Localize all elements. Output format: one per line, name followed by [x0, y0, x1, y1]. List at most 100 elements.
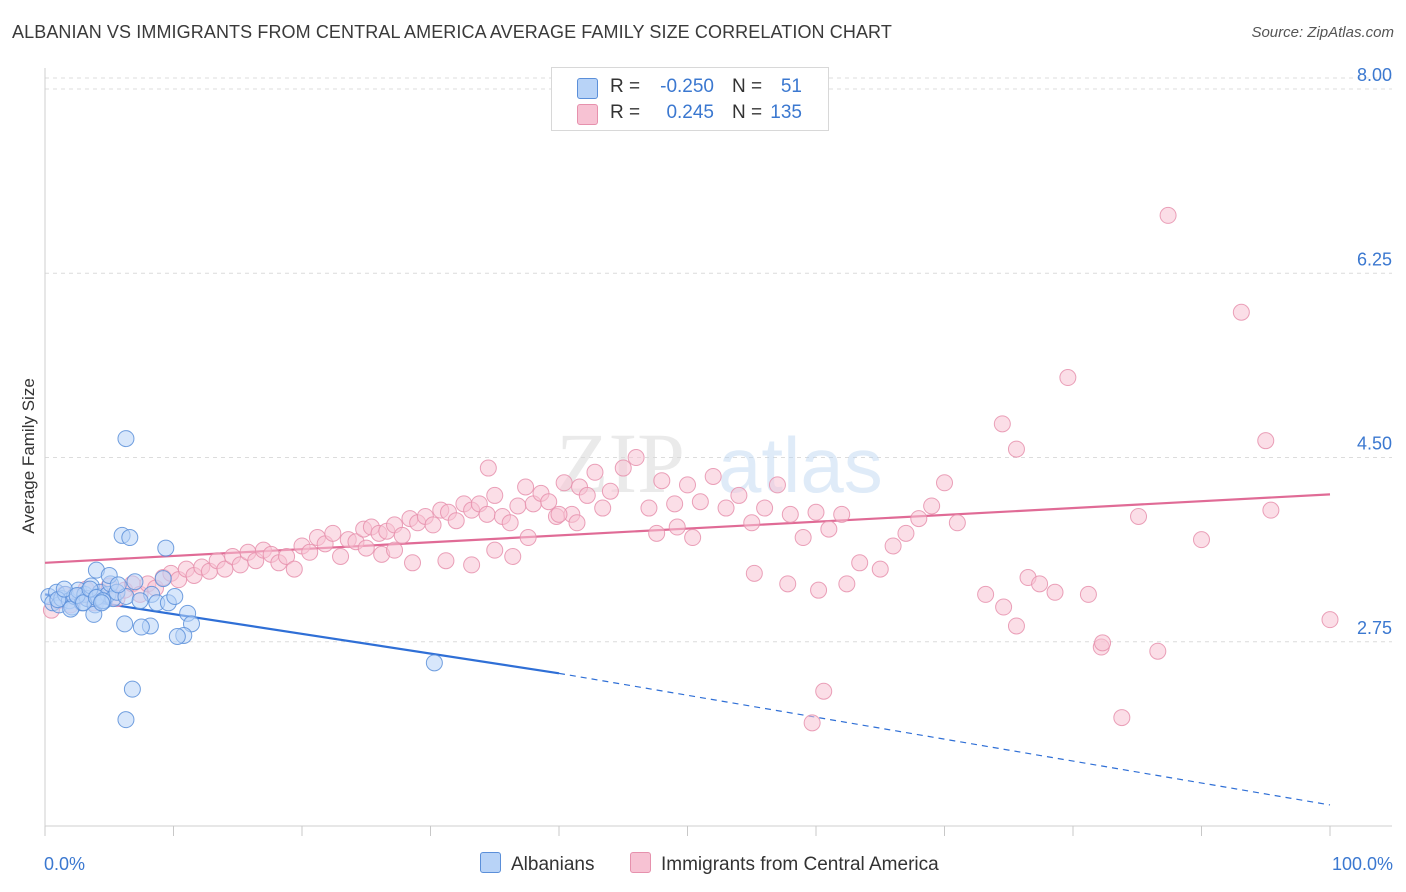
data-point — [1193, 531, 1210, 549]
data-point — [1232, 303, 1250, 321]
axes — [44, 68, 1392, 836]
data-point — [478, 505, 496, 523]
legend-n-value: 135 — [770, 102, 802, 123]
data-point — [666, 495, 684, 513]
data-point — [357, 539, 375, 557]
data-point — [810, 581, 828, 599]
data-point — [393, 526, 411, 544]
data-point — [640, 499, 658, 517]
data-point — [838, 575, 856, 593]
series-Immigrants from Central America — [42, 206, 1339, 732]
data-point — [768, 476, 786, 494]
data-point — [884, 537, 902, 555]
source-label: Source: ZipAtlas.com — [1251, 24, 1394, 41]
data-point — [168, 628, 186, 645]
data-point — [157, 539, 175, 557]
data-point — [447, 512, 465, 530]
data-point — [1046, 583, 1064, 601]
legend-n-label: N = — [732, 102, 763, 123]
data-point — [424, 516, 442, 534]
data-point — [121, 529, 139, 547]
data-point — [923, 497, 941, 515]
data-point — [745, 564, 763, 582]
data-point — [871, 560, 889, 578]
data-point — [743, 514, 761, 532]
legend-r-label: R = — [610, 76, 641, 97]
data-point — [166, 587, 184, 605]
data-point — [154, 570, 172, 588]
data-point — [285, 560, 303, 578]
y-tick-label: 4.50 — [1357, 434, 1392, 454]
data-point — [653, 472, 671, 490]
data-point — [550, 505, 568, 523]
data-point — [1113, 709, 1131, 727]
trend-line-extension-0 — [558, 672, 1331, 806]
data-point — [332, 547, 350, 565]
data-point — [517, 478, 535, 496]
data-point — [717, 499, 735, 517]
data-point — [936, 474, 953, 492]
data-point — [479, 459, 497, 477]
data-point — [1007, 440, 1025, 458]
data-point — [948, 514, 966, 532]
legend-r-label: R = — [610, 102, 641, 123]
data-point — [324, 524, 342, 542]
bottom-legend-central-america[interactable]: Immigrants from Central America — [630, 852, 939, 876]
data-point — [509, 497, 527, 515]
data-point — [779, 575, 797, 593]
data-point — [117, 430, 135, 448]
y-tick-labels: 2.75 4.50 6.25 8.00 — [1357, 65, 1392, 638]
series-Albanians — [40, 430, 443, 729]
data-point — [109, 576, 127, 594]
data-point — [1130, 507, 1148, 525]
bottom-legend-albanians[interactable]: Albanians — [480, 852, 594, 876]
data-point — [1007, 617, 1025, 635]
data-point — [803, 714, 821, 732]
data-point — [117, 711, 135, 729]
data-point — [231, 556, 249, 574]
data-point — [668, 518, 686, 536]
data-point — [594, 499, 612, 517]
data-point — [132, 618, 150, 636]
legend-n-value: 51 — [780, 76, 802, 97]
legend-r-value: 0.245 — [666, 102, 714, 123]
data-point — [501, 514, 519, 532]
data-point — [1257, 432, 1275, 450]
data-point — [993, 415, 1011, 433]
legend-swatch-central-america — [577, 104, 598, 125]
data-point — [93, 594, 111, 612]
data-point — [278, 547, 296, 565]
data-point — [794, 529, 812, 547]
data-point — [555, 474, 573, 492]
data-point — [486, 486, 504, 504]
data-point — [425, 654, 443, 672]
data-point — [123, 680, 141, 698]
legend-swatch-albanians — [577, 78, 598, 99]
y-tick-label: 8.00 — [1357, 65, 1392, 85]
data-point — [781, 505, 799, 523]
data-point — [807, 503, 825, 521]
data-point — [463, 556, 481, 574]
data-point — [910, 510, 928, 528]
data-point — [131, 592, 149, 610]
data-point — [540, 493, 558, 511]
data-point — [486, 541, 504, 559]
data-point — [504, 547, 522, 565]
trend-line-0 — [44, 593, 560, 675]
data-point — [568, 514, 586, 532]
legend-row-central-america: R = 0.245 N = 135 — [552, 101, 828, 127]
bottom-legend-swatch-albanians — [480, 852, 501, 873]
data-point — [679, 476, 696, 494]
data-point — [126, 573, 144, 591]
data-point — [216, 560, 234, 578]
data-point — [1159, 206, 1177, 224]
y-axis-title: Average Family Size — [19, 378, 38, 534]
data-point — [977, 585, 995, 603]
data-point — [995, 598, 1013, 616]
data-point — [1149, 642, 1167, 660]
chart-title: ALBANIAN VS IMMIGRANTS FROM CENTRAL AMER… — [12, 22, 892, 42]
legend-r-value: -0.250 — [660, 76, 714, 97]
data-point — [301, 543, 319, 561]
x-tick-label-end: 100.0% — [1332, 854, 1393, 874]
data-point — [116, 615, 134, 633]
